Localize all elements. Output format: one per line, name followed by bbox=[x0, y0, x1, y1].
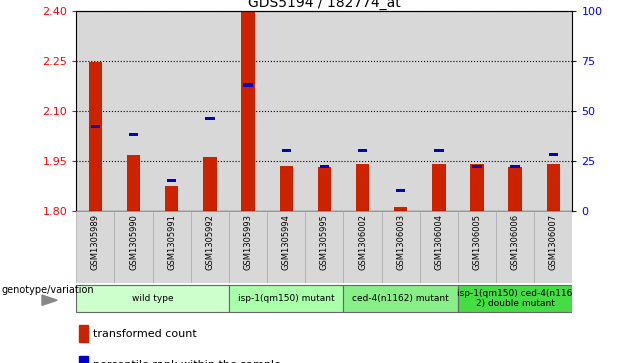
Bar bbox=[282, 149, 291, 152]
Bar bbox=[358, 149, 367, 152]
Bar bbox=[305, 11, 343, 211]
Bar bbox=[458, 285, 572, 313]
Text: isp-1(qm150) mutant: isp-1(qm150) mutant bbox=[238, 294, 335, 303]
Bar bbox=[394, 207, 408, 211]
Bar bbox=[191, 11, 229, 211]
Text: GSM1306003: GSM1306003 bbox=[396, 214, 405, 270]
Text: isp-1(qm150) ced-4(n116
2) double mutant: isp-1(qm150) ced-4(n116 2) double mutant bbox=[457, 289, 573, 308]
Bar bbox=[76, 211, 114, 283]
Title: GDS5194 / 182774_at: GDS5194 / 182774_at bbox=[248, 0, 401, 10]
Bar bbox=[114, 11, 153, 211]
Bar bbox=[80, 356, 88, 363]
Bar bbox=[76, 11, 114, 211]
Bar bbox=[114, 211, 153, 283]
Polygon shape bbox=[42, 295, 57, 305]
Text: GSM1306005: GSM1306005 bbox=[473, 214, 481, 270]
Bar bbox=[242, 11, 254, 211]
Bar bbox=[534, 11, 572, 211]
Bar bbox=[91, 125, 100, 129]
Bar bbox=[382, 11, 420, 211]
Bar bbox=[305, 211, 343, 283]
Bar bbox=[76, 285, 229, 313]
Bar bbox=[318, 167, 331, 211]
Bar bbox=[229, 285, 343, 313]
Bar bbox=[229, 211, 267, 283]
Bar bbox=[343, 211, 382, 283]
Text: genotype/variation: genotype/variation bbox=[1, 285, 94, 295]
Text: GSM1306006: GSM1306006 bbox=[511, 214, 520, 270]
Bar bbox=[244, 83, 252, 86]
Bar bbox=[420, 11, 458, 211]
Bar bbox=[420, 211, 458, 283]
Bar bbox=[205, 117, 214, 121]
Bar bbox=[127, 155, 140, 211]
Bar bbox=[458, 11, 496, 211]
Bar bbox=[165, 185, 178, 211]
Bar bbox=[320, 165, 329, 168]
Bar bbox=[267, 211, 305, 283]
Text: GSM1306002: GSM1306002 bbox=[358, 214, 367, 270]
Text: wild type: wild type bbox=[132, 294, 174, 303]
Bar bbox=[471, 164, 484, 211]
Bar bbox=[511, 165, 520, 168]
Bar bbox=[343, 11, 382, 211]
Bar bbox=[153, 211, 191, 283]
Bar bbox=[396, 189, 405, 192]
Text: GSM1306004: GSM1306004 bbox=[434, 214, 443, 270]
Bar bbox=[153, 11, 191, 211]
Text: GSM1306007: GSM1306007 bbox=[549, 214, 558, 270]
Bar bbox=[129, 133, 138, 136]
Text: GSM1305994: GSM1305994 bbox=[282, 214, 291, 270]
Text: ced-4(n1162) mutant: ced-4(n1162) mutant bbox=[352, 294, 449, 303]
Bar bbox=[356, 164, 369, 211]
Text: GSM1305990: GSM1305990 bbox=[129, 214, 138, 270]
Bar bbox=[267, 11, 305, 211]
Bar bbox=[88, 62, 102, 211]
Bar bbox=[496, 11, 534, 211]
Bar bbox=[458, 211, 496, 283]
Bar bbox=[204, 156, 216, 211]
Bar bbox=[229, 11, 267, 211]
Bar bbox=[473, 165, 481, 168]
Bar bbox=[534, 211, 572, 283]
Bar bbox=[382, 211, 420, 283]
Text: transformed count: transformed count bbox=[93, 329, 197, 339]
Bar bbox=[509, 167, 522, 211]
Bar bbox=[191, 211, 229, 283]
Text: GSM1305992: GSM1305992 bbox=[205, 214, 214, 270]
Bar bbox=[432, 164, 445, 211]
Text: GSM1305989: GSM1305989 bbox=[91, 214, 100, 270]
Bar bbox=[280, 166, 293, 211]
Bar bbox=[547, 164, 560, 211]
Bar bbox=[434, 149, 443, 152]
Bar bbox=[80, 325, 88, 342]
Text: percentile rank within the sample: percentile rank within the sample bbox=[93, 359, 280, 363]
Bar bbox=[496, 211, 534, 283]
Text: GSM1305991: GSM1305991 bbox=[167, 214, 176, 270]
Bar bbox=[343, 285, 458, 313]
Bar bbox=[167, 179, 176, 182]
Text: GSM1305995: GSM1305995 bbox=[320, 214, 329, 270]
Text: GSM1305993: GSM1305993 bbox=[244, 214, 252, 270]
Bar bbox=[549, 153, 558, 156]
